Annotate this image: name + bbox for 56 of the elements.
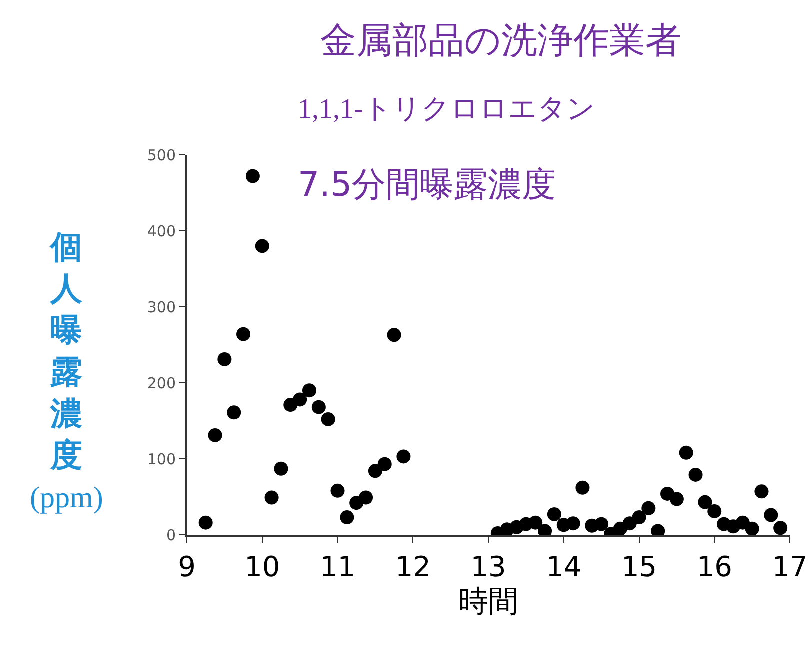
y-tick-label: 200 — [147, 374, 176, 392]
point — [208, 428, 222, 442]
point — [330, 484, 345, 498]
point — [528, 516, 543, 530]
x-tick-label: 9 — [178, 550, 196, 584]
point — [227, 406, 242, 420]
y-axis-title: 個人曝露濃度(ppm) — [30, 228, 104, 515]
point — [293, 392, 308, 407]
x-tick-label: 11 — [320, 550, 356, 584]
point — [340, 510, 354, 525]
point — [312, 400, 326, 414]
point — [594, 517, 609, 532]
point — [396, 450, 411, 464]
point — [387, 328, 402, 342]
point — [321, 412, 336, 426]
annotation: 7.5分間曝露濃度 — [298, 165, 556, 205]
point — [774, 521, 788, 535]
point — [679, 446, 694, 460]
x-tick-label: 15 — [621, 550, 658, 584]
point — [764, 508, 778, 522]
point — [368, 464, 382, 478]
x-tick-label: 14 — [546, 550, 582, 584]
y-tick-label: 300 — [147, 298, 176, 316]
x-tick-label: 12 — [395, 550, 431, 584]
point — [642, 501, 656, 516]
point — [236, 327, 251, 342]
y-tick-label: 400 — [147, 222, 176, 240]
x-axis-title: 時間 — [458, 584, 518, 620]
x-tick-label: 17 — [772, 550, 808, 584]
point — [359, 490, 374, 505]
point — [547, 507, 562, 522]
point — [632, 510, 646, 525]
point — [198, 516, 213, 530]
y-tick-label: 100 — [147, 450, 176, 468]
point — [688, 468, 703, 482]
point — [378, 457, 392, 472]
y-tick-label: 0 — [166, 526, 176, 544]
x-tick-label: 13 — [470, 550, 506, 584]
point — [670, 492, 684, 506]
point — [754, 484, 769, 499]
chart-subtitle: 1,1,1-トリクロロエタン — [298, 94, 596, 125]
point — [264, 490, 279, 505]
chart-title: 金属部品の洗浄作業者 — [320, 20, 682, 62]
point — [708, 504, 722, 518]
point — [302, 384, 316, 398]
point — [218, 352, 232, 366]
point — [246, 169, 260, 184]
point — [576, 480, 590, 495]
point — [566, 516, 580, 531]
x-tick-label: 10 — [244, 550, 280, 584]
point — [698, 495, 712, 510]
point — [274, 462, 288, 476]
point — [745, 522, 760, 535]
y-tick-label: 500 — [147, 146, 176, 164]
x-tick-label: 16 — [696, 550, 732, 584]
point — [255, 239, 270, 254]
